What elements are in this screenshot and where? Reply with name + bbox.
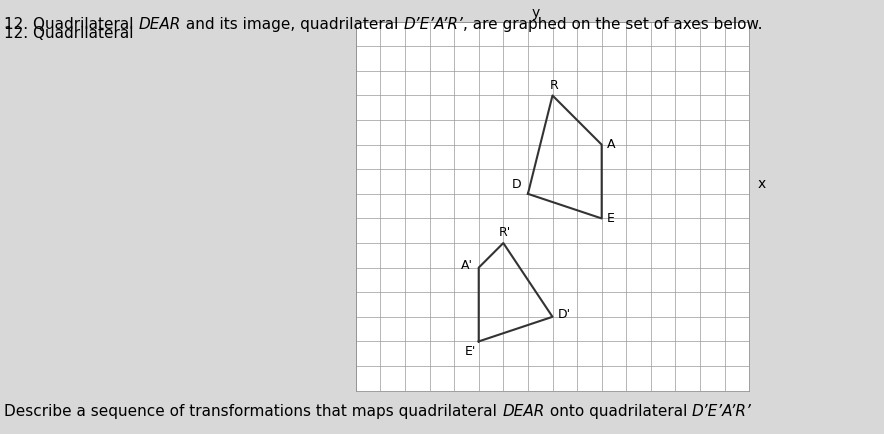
- Text: A: A: [606, 138, 615, 151]
- Text: 12. Quadrilateral DEAR and its image, quadrilateral D’E’A’R’, are graphed on the: 12. Quadrilateral DEAR and its image, qu…: [4, 26, 765, 41]
- Text: DEAR: DEAR: [139, 17, 181, 33]
- Text: 12. Quadrilateral: 12. Quadrilateral: [4, 26, 139, 41]
- Text: D: D: [512, 178, 522, 191]
- Text: , are graphed on the set of axes below.: , are graphed on the set of axes below.: [463, 17, 763, 33]
- Text: E': E': [465, 345, 476, 358]
- Text: DEAR: DEAR: [502, 404, 545, 419]
- Text: D’E’A’R’: D’E’A’R’: [403, 17, 463, 33]
- Text: D’E’A’R’: D’E’A’R’: [692, 404, 751, 419]
- Text: x: x: [758, 178, 766, 191]
- Text: and its image, quadrilateral: and its image, quadrilateral: [181, 17, 403, 33]
- Text: A': A': [461, 259, 473, 272]
- Text: y: y: [531, 6, 540, 20]
- Text: D': D': [558, 308, 570, 321]
- Text: E: E: [606, 212, 614, 225]
- Text: onto quadrilateral: onto quadrilateral: [545, 404, 692, 419]
- Text: R': R': [499, 227, 511, 240]
- Text: 12. Quadrilateral: 12. Quadrilateral: [4, 17, 139, 33]
- Text: R: R: [549, 79, 558, 92]
- Text: Describe a sequence of transformations that maps quadrilateral: Describe a sequence of transformations t…: [4, 404, 502, 419]
